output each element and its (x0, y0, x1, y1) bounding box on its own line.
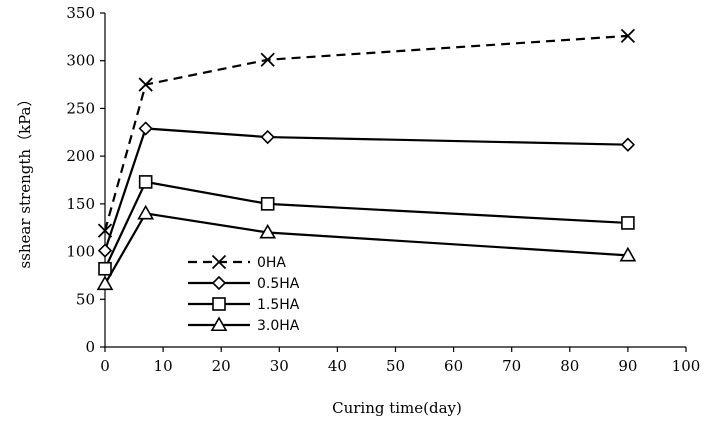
series-0.5HA (97, 121, 636, 258)
legend-marker (211, 275, 227, 291)
series-line (103, 34, 628, 231)
x-tick-label: 20 (212, 357, 231, 375)
data-point (137, 204, 155, 220)
x-tick-label: 40 (328, 357, 347, 375)
series-line (104, 180, 628, 270)
x-tick-label: 0 (100, 357, 110, 375)
data-point (619, 246, 637, 262)
axes: 0 50 100 150 200 250 300 350 0 10 20 30 40 50 60 70 80 90… (66, 4, 700, 375)
data-point (260, 52, 275, 67)
y-tick-label: 250 (66, 99, 95, 117)
legend-label: 0.5HA (257, 276, 300, 292)
legend-label: 3.0HA (257, 318, 300, 334)
data-point (96, 275, 114, 291)
y-tick-label: 50 (76, 290, 95, 308)
x-tick-label: 100 (672, 357, 701, 375)
legend-item: 0HA (188, 254, 286, 271)
data-point (259, 223, 277, 239)
x-axis-title: Curing time(day) (332, 399, 462, 417)
data-point (621, 216, 635, 230)
series-line (103, 127, 628, 251)
series-group (96, 28, 637, 291)
y-tick-label: 200 (66, 147, 95, 165)
legend-item: 0.5HA (188, 275, 300, 292)
x-tick-label: 70 (502, 357, 521, 375)
data-point (138, 77, 153, 92)
data-point (620, 137, 636, 152)
y-tick-label: 100 (66, 243, 95, 261)
x-tick-label: 90 (618, 357, 637, 375)
x-tick-label: 10 (154, 357, 173, 375)
data-point (260, 129, 275, 145)
y-axis-title: sshear strength（kPa） (16, 92, 34, 269)
series-3.0HA (96, 204, 637, 291)
data-point (98, 261, 112, 276)
x-tick-label: 50 (386, 357, 405, 375)
data-point (620, 28, 636, 44)
series-0HA (97, 28, 636, 238)
data-point (260, 197, 275, 211)
y-tick-label: 150 (66, 195, 95, 213)
data-point (138, 121, 153, 136)
legend-label: 0HA (257, 255, 286, 271)
y-tick-label: 350 (66, 4, 95, 22)
data-point (97, 243, 113, 258)
legend-marker (212, 297, 226, 311)
legend-label: 1.5HA (257, 297, 300, 313)
data-point (138, 175, 153, 189)
x-tick-label: 30 (270, 357, 289, 375)
series-1.5HA (98, 175, 635, 276)
legend-marker (210, 316, 228, 332)
legend-item: 3.0HA (188, 316, 300, 334)
x-tick-label: 60 (444, 357, 463, 375)
legend: 0HA 0.5HA 1.5HA 3.0HA (188, 254, 300, 334)
y-tick-label: 300 (66, 52, 95, 70)
legend-item: 1.5HA (188, 297, 300, 313)
x-tick-label: 80 (560, 357, 579, 375)
series-line (104, 212, 628, 285)
legend-marker (211, 254, 227, 270)
y-tick-label: 0 (85, 338, 95, 356)
